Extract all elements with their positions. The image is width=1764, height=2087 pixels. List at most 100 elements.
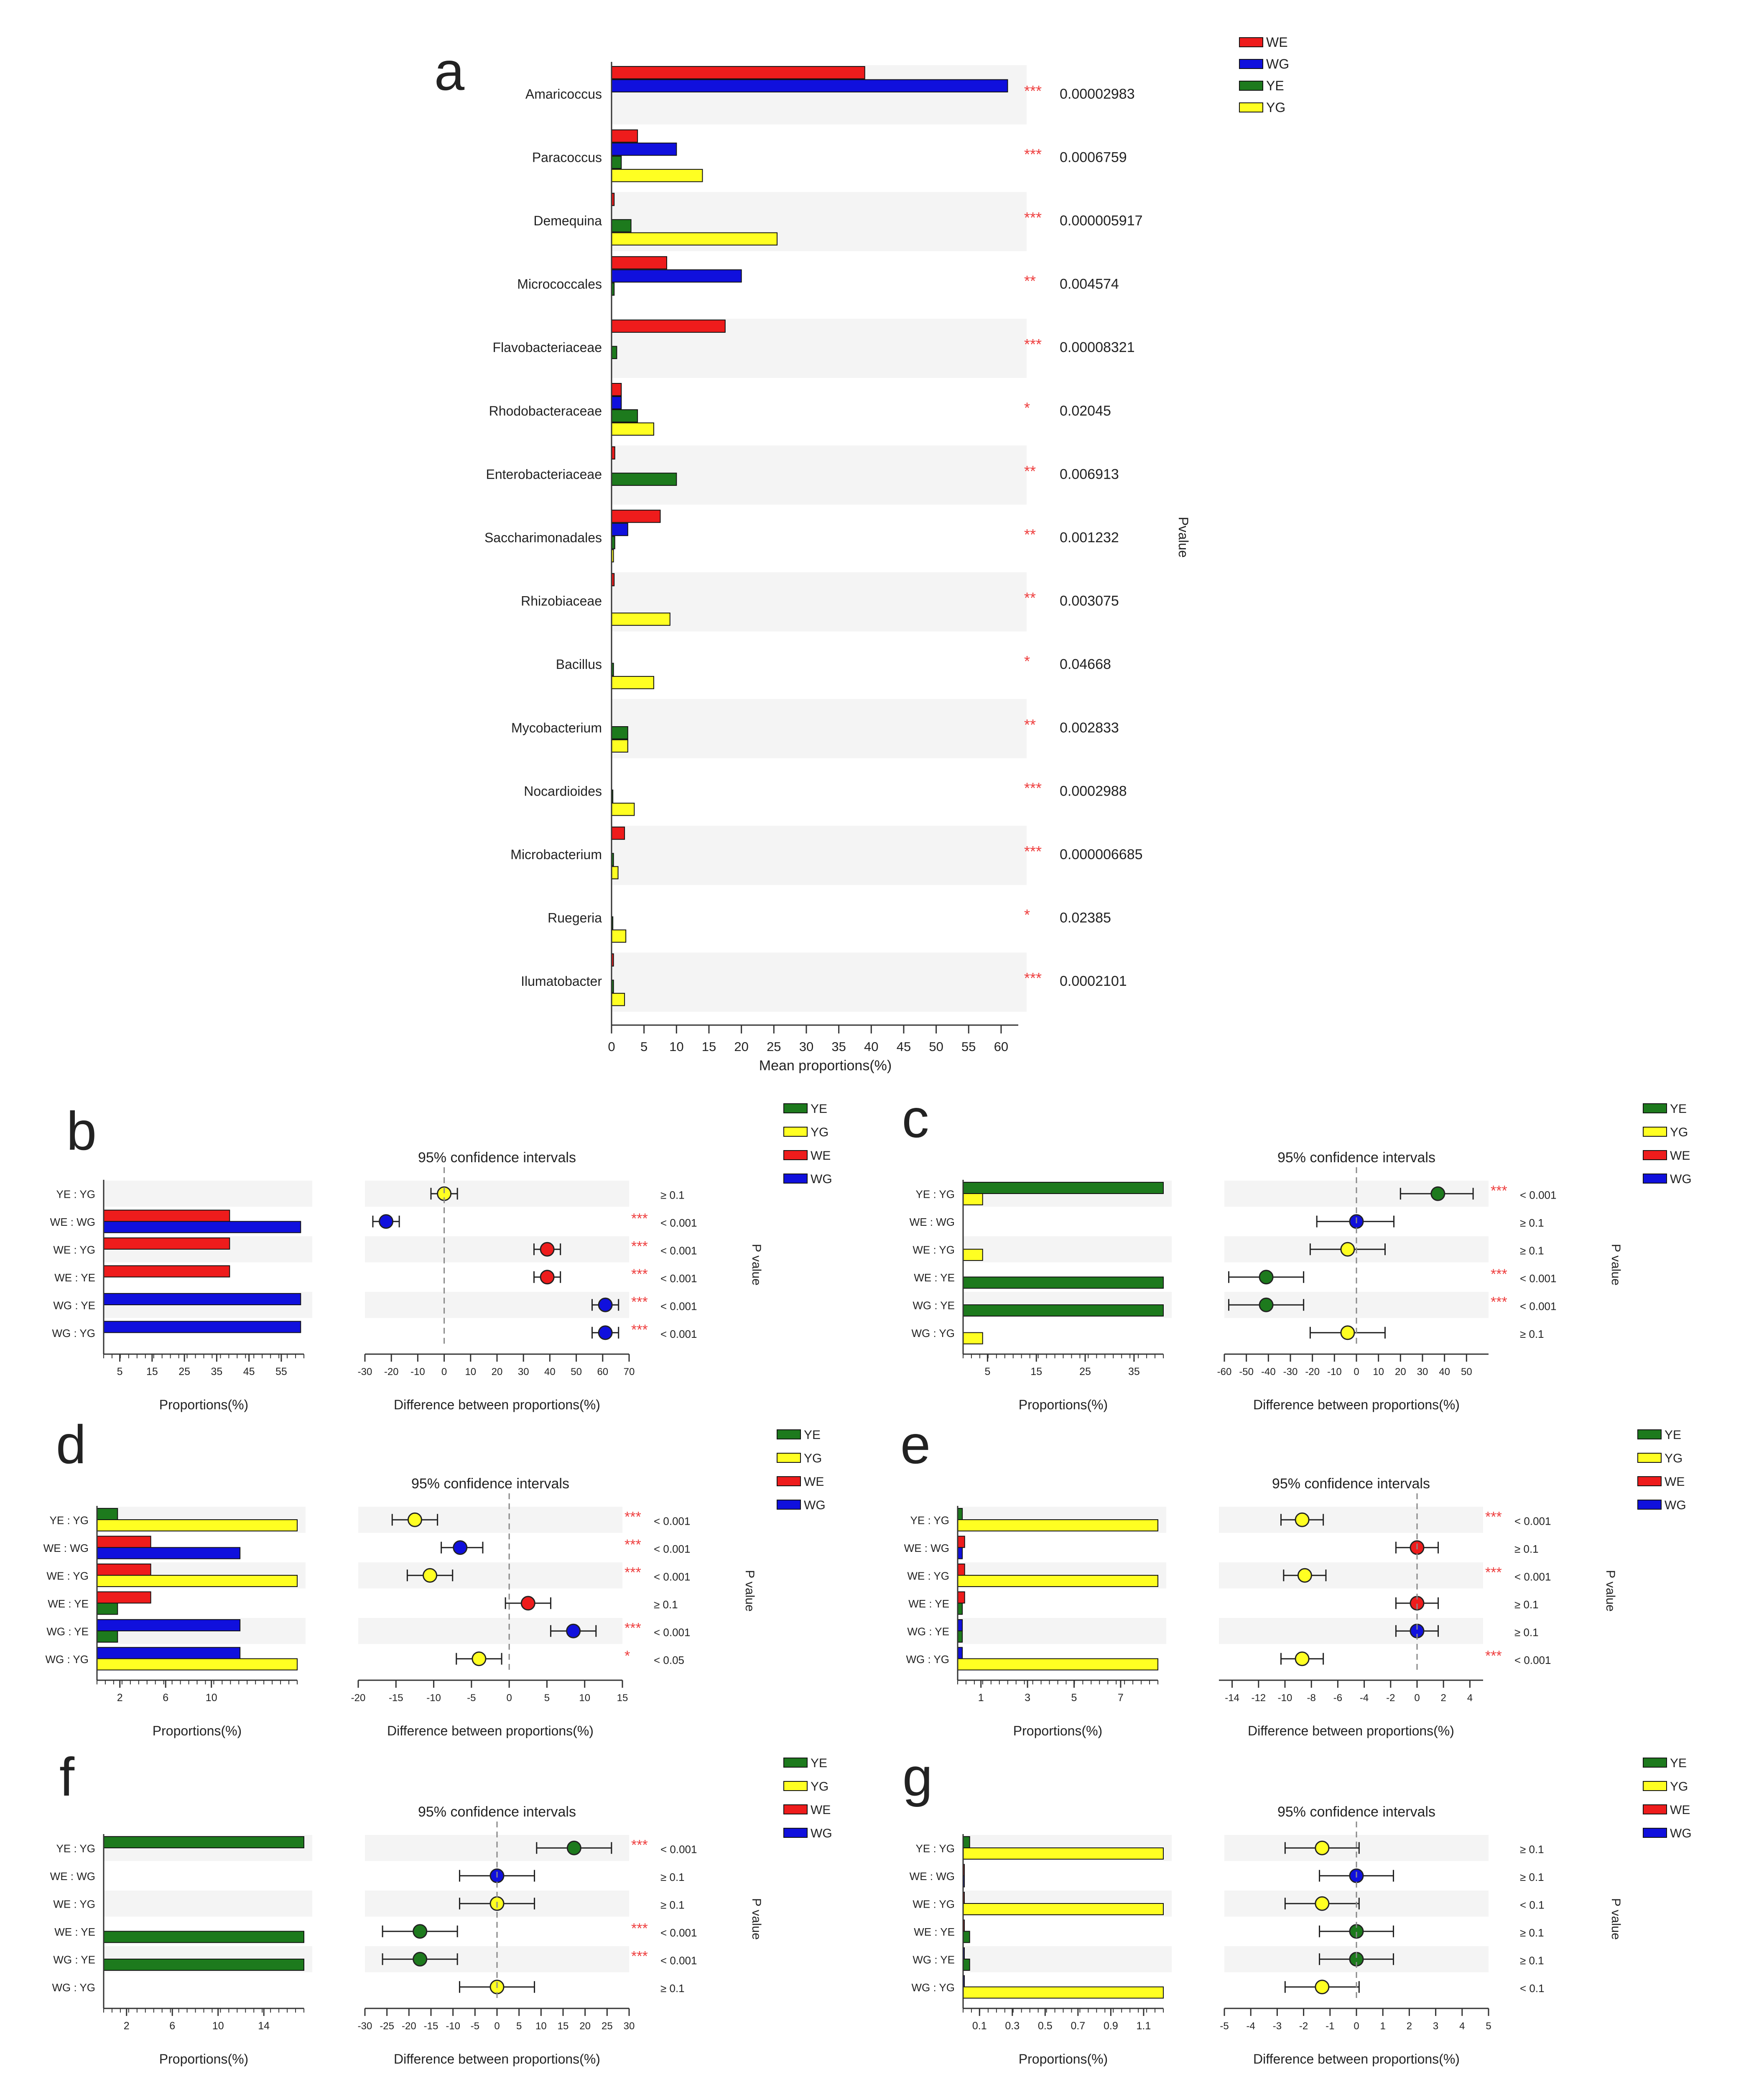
comparison-label: YE : YG	[910, 1514, 949, 1526]
ci-x-tick-label: -15	[424, 2021, 438, 2032]
comparison-label: WE : YE	[914, 1271, 955, 1284]
p-value: 0.0006759	[1060, 149, 1127, 165]
legend-label-WE: WE	[1665, 1475, 1685, 1489]
bar-WE	[611, 383, 622, 396]
legend-swatch-WG	[783, 1828, 808, 1838]
ci-point-YG	[1295, 1651, 1310, 1666]
row-stripe	[365, 1236, 629, 1263]
legend-swatch-YE	[1239, 81, 1263, 91]
bar-WE	[97, 1591, 151, 1604]
ci-x-tick-label: 10	[535, 2021, 547, 2032]
significance-stars: ***	[1024, 82, 1042, 100]
significance-stars: ***	[631, 1211, 648, 1227]
comparison-label: YE : YG	[50, 1514, 89, 1526]
ci-x-tick-label: -2	[1299, 2021, 1308, 2032]
bar-WG	[611, 523, 628, 536]
legend-label-WG: WG	[811, 1172, 832, 1186]
ci-point-YE	[1259, 1297, 1274, 1312]
ci-title: 95% confidence intervals	[1272, 1476, 1430, 1492]
comparison-label: YE : YG	[56, 1188, 95, 1200]
ci-x-tick-label: 20	[1395, 1366, 1406, 1378]
bar-WG	[611, 396, 622, 409]
panel-letter-f: f	[59, 1746, 75, 1807]
comparison-label: WG : YE	[53, 1953, 95, 1966]
legend-label-YE: YE	[804, 1428, 821, 1442]
bar-WE	[611, 510, 661, 523]
ci-point-WG	[566, 1623, 581, 1638]
legend-label-YG: YG	[1670, 1125, 1688, 1139]
significance-stars: ***	[631, 1948, 648, 1964]
ci-x-tick-label: -30	[358, 1366, 372, 1378]
ci-title: 95% confidence intervals	[1277, 1804, 1435, 1820]
significance-stars: ***	[631, 1238, 648, 1254]
ci-point-YG	[1315, 1980, 1330, 1995]
bar-x-tick-label: 10	[212, 2020, 224, 2032]
pvalue-axis-title: P value	[1609, 1244, 1623, 1286]
row-stripe	[612, 699, 1027, 758]
row-stripe	[612, 952, 1027, 1012]
p-value: ≥ 0.1	[1514, 1543, 1539, 1555]
comparison-label: WG : YG	[52, 1981, 95, 1994]
bar-x-tick-label: 6	[163, 1692, 168, 1704]
bar-x-tick-label: 55	[275, 1366, 287, 1378]
legend-swatch-WE	[777, 1476, 801, 1486]
bar-WG	[611, 269, 742, 283]
significance-stars: ***	[625, 1564, 641, 1580]
ci-x-tick-label: 5	[516, 2021, 522, 2032]
ci-point-WG	[453, 1540, 468, 1555]
bar-WE	[103, 1265, 230, 1278]
bar-YG	[963, 1332, 983, 1345]
significance-stars: *	[625, 1648, 630, 1664]
ci-x-tick-label: -14	[1225, 1692, 1239, 1704]
pvalue-axis-title: Pvalue	[1176, 517, 1191, 558]
ci-x-tick-label: -1	[1326, 2021, 1334, 2032]
bar-YG	[611, 803, 635, 816]
comparison-label: WE : YG	[53, 1243, 95, 1256]
bar-x-tick-label: 2	[117, 1692, 123, 1704]
p-value: 0.000006685	[1060, 847, 1143, 862]
bar-x-axis-title: Proportions(%)	[159, 2051, 248, 2067]
panel-letter-g: g	[902, 1746, 933, 1807]
legend-label-WG: WG	[804, 1498, 826, 1512]
legend-label-YE: YE	[811, 1102, 827, 1116]
ci-point-WG	[598, 1297, 613, 1312]
legend-swatch-YG	[1637, 1453, 1662, 1463]
panel-letter-c: c	[902, 1088, 929, 1149]
ci-title: 95% confidence intervals	[1277, 1150, 1435, 1166]
ci-x-tick-label: 15	[617, 1692, 628, 1704]
ci-x-tick-label: -15	[389, 1692, 403, 1704]
legend-label-YG: YG	[1266, 100, 1285, 115]
ci-x-tick-label: -20	[351, 1692, 366, 1704]
ci-point-WE	[520, 1596, 535, 1611]
bar-YG	[611, 676, 654, 689]
significance-stars: ***	[631, 1921, 648, 1936]
legend-swatch-WE	[1239, 37, 1263, 47]
taxon-label: Amaricoccus	[525, 87, 602, 102]
bar-x-axis-title: Proportions(%)	[159, 1397, 248, 1412]
p-value: < 0.001	[660, 1926, 697, 1939]
comparison-label: WE : YG	[913, 1243, 955, 1256]
bar-x-axis-title: Proportions(%)	[1019, 1397, 1108, 1412]
x-tick-label: 35	[831, 1039, 846, 1054]
comparison-label: WE : YG	[46, 1569, 89, 1582]
p-value: 0.0002988	[1060, 783, 1127, 799]
comparison-label: WG : YG	[52, 1327, 95, 1339]
ci-x-tick-label: 30	[624, 2021, 635, 2032]
ci-x-tick-label: -12	[1251, 1692, 1266, 1704]
bar-x-tick-label: 10	[206, 1692, 217, 1704]
ci-x-tick-label: 0	[441, 1366, 447, 1378]
comparison-label: WE : YE	[48, 1597, 89, 1610]
ci-x-tick-label: 3	[1433, 2021, 1438, 2032]
x-tick-label: 20	[734, 1039, 748, 1054]
panel-letter-b: b	[66, 1100, 97, 1161]
row-stripe	[612, 826, 1027, 885]
ci-x-tick-label: -3	[1273, 2021, 1282, 2032]
significance-stars: *	[1024, 653, 1030, 670]
x-tick-label: 25	[767, 1039, 781, 1054]
comparison-label: WE : WG	[50, 1216, 95, 1228]
ci-x-tick-label: 40	[544, 1366, 556, 1378]
taxon-label: Nocardioides	[524, 783, 602, 799]
panel-g-plot: YE : YG ≥ 0.1 WE : WG ≥ 0.1 WE : YG < 0.1 WE :…	[910, 1756, 1692, 2067]
ci-x-tick-label: 30	[1417, 1366, 1428, 1378]
p-value: < 0.001	[1520, 1300, 1556, 1312]
